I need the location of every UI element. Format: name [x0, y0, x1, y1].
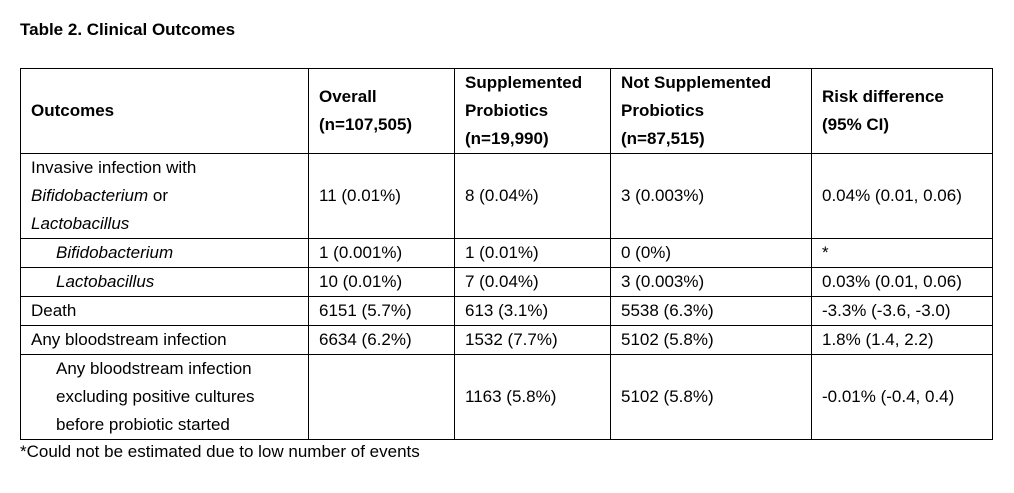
- supplemented-cell: 613 (3.1%): [454, 296, 611, 326]
- table-footnote: *Could not be estimated due to low numbe…: [20, 442, 420, 461]
- table-row: Death 6151 (5.7%) 613 (3.1%) 5538 (6.3%)…: [20, 296, 993, 326]
- outcome-line3: before probiotic started: [56, 415, 230, 434]
- overall-cell: 6151 (5.7%): [308, 296, 455, 326]
- header-risk-difference-line2: (95% CI): [822, 115, 890, 134]
- risk-difference-cell: *: [811, 238, 993, 268]
- outcome-cell: Death: [20, 296, 309, 326]
- header-risk-difference-line1: Risk difference: [822, 87, 944, 106]
- table-row: Any bloodstream infection 6634 (6.2%) 15…: [20, 325, 993, 355]
- overall-cell: 10 (0.01%): [308, 267, 455, 297]
- not-supplemented-cell: 0 (0%): [610, 238, 812, 268]
- supplemented-cell: 8 (0.04%): [454, 153, 611, 239]
- overall-cell: 6634 (6.2%): [308, 325, 455, 355]
- not-supplemented-cell: 3 (0.003%): [610, 153, 812, 239]
- table-row: Invasive infection with Bifidobacterium …: [20, 153, 993, 239]
- supplemented-cell: 1 (0.01%): [454, 238, 611, 268]
- risk-difference-cell: -0.01% (-0.4, 0.4): [811, 354, 993, 440]
- outcome-cell: Invasive infection with Bifidobacterium …: [20, 153, 309, 239]
- header-supplemented-line2: Probiotics: [465, 101, 549, 120]
- outcome-cell: Bifidobacterium: [20, 238, 309, 268]
- clinical-outcomes-table: Outcomes Overall (n=107,505) Supplemente…: [20, 68, 993, 440]
- header-risk-difference: Risk difference (95% CI): [811, 68, 993, 154]
- header-not-supplemented-line2: Probiotics: [621, 101, 705, 120]
- header-supplemented-line1: Supplemented: [465, 73, 583, 92]
- overall-cell: [308, 354, 455, 440]
- outcome-line3-italic: Lactobacillus: [31, 214, 130, 233]
- table-row: Bifidobacterium 1 (0.001%) 1 (0.01%) 0 (…: [20, 238, 993, 268]
- header-outcomes: Outcomes: [20, 68, 309, 154]
- supplemented-cell: 1163 (5.8%): [454, 354, 611, 440]
- outcome-line1: Any bloodstream infection: [56, 359, 252, 378]
- header-overall-line1: Overall: [319, 87, 377, 106]
- outcome-cell: Any bloodstream infection: [20, 325, 309, 355]
- outcome-line2: excluding positive cultures: [56, 387, 255, 406]
- table-header-row: Outcomes Overall (n=107,505) Supplemente…: [20, 68, 993, 154]
- risk-difference-cell: 0.04% (0.01, 0.06): [811, 153, 993, 239]
- risk-difference-cell: -3.3% (-3.6, -3.0): [811, 296, 993, 326]
- not-supplemented-cell: 5102 (5.8%): [610, 354, 812, 440]
- not-supplemented-cell: 5102 (5.8%): [610, 325, 812, 355]
- supplemented-cell: 1532 (7.7%): [454, 325, 611, 355]
- overall-cell: 1 (0.001%): [308, 238, 455, 268]
- risk-difference-cell: 0.03% (0.01, 0.06): [811, 267, 993, 297]
- not-supplemented-cell: 3 (0.003%): [610, 267, 812, 297]
- supplemented-cell: 7 (0.04%): [454, 267, 611, 297]
- table-row: Any bloodstream infection excluding posi…: [20, 354, 993, 440]
- header-overall: Overall (n=107,505): [308, 68, 455, 154]
- not-supplemented-cell: 5538 (6.3%): [610, 296, 812, 326]
- header-not-supplemented-line1: Not Supplemented: [621, 73, 772, 92]
- header-supplemented: Supplemented Probiotics (n=19,990): [454, 68, 611, 154]
- table-caption: Table 2. Clinical Outcomes: [20, 20, 236, 39]
- outcome-line1: Invasive infection with: [31, 158, 197, 177]
- risk-difference-cell: 1.8% (1.4, 2.2): [811, 325, 993, 355]
- header-overall-line2: (n=107,505): [319, 115, 413, 134]
- table-row: Lactobacillus 10 (0.01%) 7 (0.04%) 3 (0.…: [20, 267, 993, 297]
- outcome-line2-italic: Bifidobacterium: [31, 186, 149, 205]
- header-supplemented-line3: (n=19,990): [465, 129, 549, 148]
- overall-cell: 11 (0.01%): [308, 153, 455, 239]
- outcome-cell: Lactobacillus: [20, 267, 309, 297]
- header-not-supplemented-line3: (n=87,515): [621, 129, 705, 148]
- outcome-line2-rest: or: [148, 186, 169, 205]
- header-not-supplemented: Not Supplemented Probiotics (n=87,515): [610, 68, 812, 154]
- outcome-cell: Any bloodstream infection excluding posi…: [20, 354, 309, 440]
